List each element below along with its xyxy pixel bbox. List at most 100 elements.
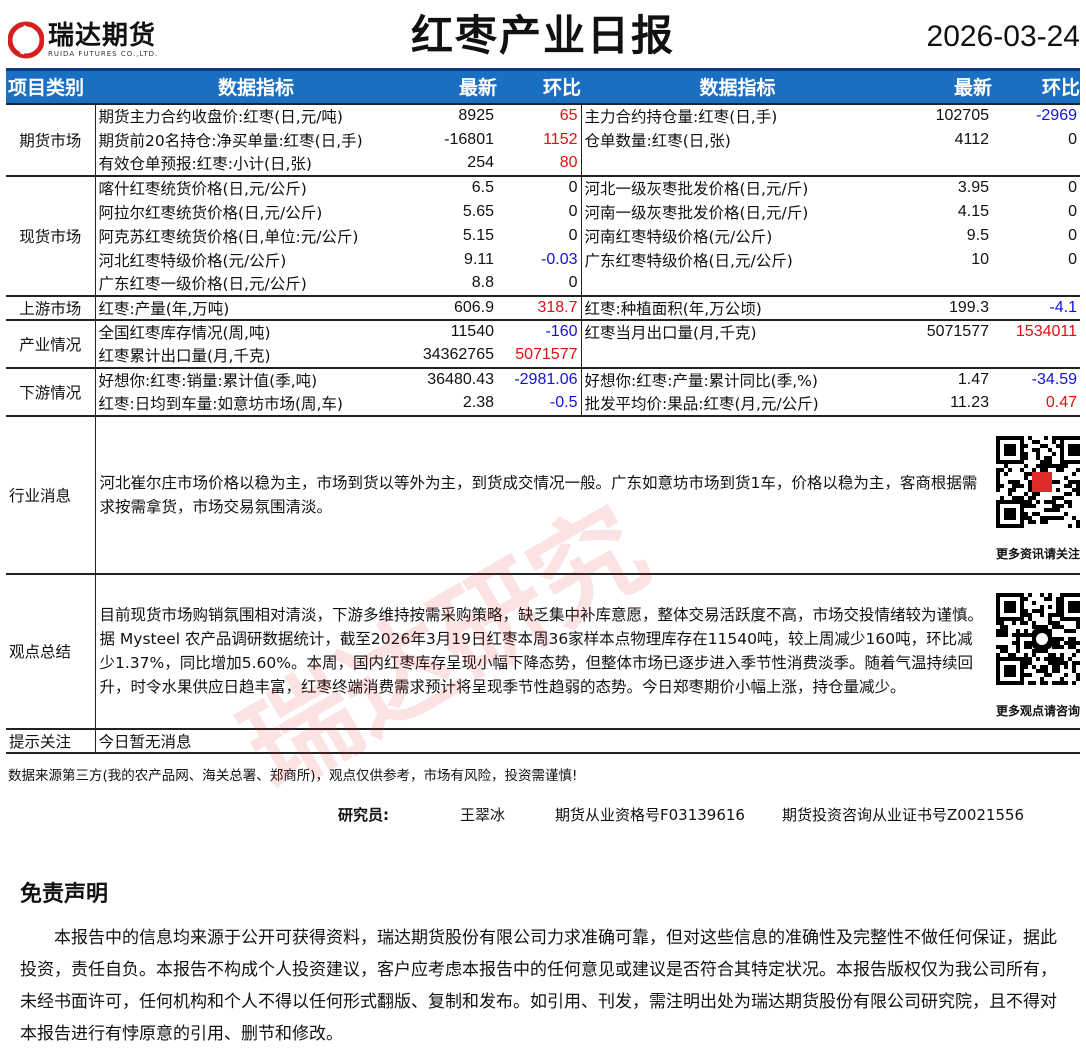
latest-cell: 5.65 — [462, 202, 494, 220]
change-2-cell: -4.1 — [992, 294, 1080, 320]
indicator-2-cell: 主力合约持仓量:红枣(日,手) — [580, 102, 894, 128]
header-category: 项目类别 — [6, 68, 95, 104]
table-row: 产业情况 全国红枣库存情况(周,吨) 11540 -160 红枣当月出口量(月,千克) 5… — [6, 318, 1080, 368]
change-cell: 0 — [497, 174, 581, 200]
change-2-cell: 0 — [1068, 226, 1077, 244]
latest-cell: 36480.43 — [417, 366, 497, 392]
tips-text: 今日暂无消息 — [95, 727, 1080, 754]
table-row: 有效仓单预报:红枣:小计(日,张) 254 80 — [6, 151, 1080, 176]
latest-2-cell: 5071577 — [894, 318, 992, 344]
change-2-cell: 0.47 — [1045, 394, 1077, 411]
change-cell: 318.7 — [497, 294, 581, 320]
header-change: 环比 — [497, 68, 581, 104]
latest-cell: 11540 — [417, 318, 497, 344]
latest-cell: 9.11 — [464, 250, 494, 268]
data-table: 项目类别 数据指标 最新 环比 数据指标 最新 环比 期货市场 期货主力合约收盘价… — [6, 68, 1080, 754]
indicator-2-cell: 河南红枣特级价格(元/公斤) — [580, 223, 894, 248]
table-row: 红枣:日均到车量:如意坊市场(周,车) 2.38 -0.5 批发平均价:果品:红枣(月… — [6, 391, 1080, 416]
change-2-cell: 0 — [1068, 250, 1077, 268]
table-row: 河北红枣特级价格(元/公斤) 9.11 -0.03 广东红枣特级价格(日,元/公斤) 1… — [6, 247, 1080, 272]
latest-2-cell: 4.15 — [957, 202, 989, 220]
latest-cell: 6.5 — [417, 174, 497, 200]
page-title: 红枣产业日报 — [410, 11, 675, 60]
qr-code-icon — [996, 592, 1080, 685]
change-cell: 65 — [497, 102, 581, 128]
license-futures: 期货从业资格号F03139616 — [555, 806, 745, 824]
change-2-cell: -34.59 — [992, 366, 1080, 392]
latest-cell: 8925 — [417, 102, 497, 128]
change-cell: 0 — [568, 202, 578, 220]
logo-icon — [8, 21, 44, 59]
table-header: 项目类别 数据指标 最新 环比 数据指标 最新 环比 — [6, 68, 1080, 104]
indicator-cell: 好想你:红枣:销量:累计值(季,吨) — [95, 366, 417, 392]
table-row: 上游市场 红枣:产量(年,万吨) 606.9 318.7 红枣:种植面积(年,万公顷) 1… — [6, 294, 1080, 320]
change-2-cell — [992, 272, 1080, 296]
change-cell: 5071577 — [515, 346, 578, 363]
latest-2-cell — [894, 152, 992, 176]
tips-row: 提示关注 今日暂无消息 — [6, 727, 1080, 754]
latest-2-cell: 9.5 — [966, 226, 989, 244]
latest-cell: 254 — [467, 154, 494, 171]
change-cell: 80 — [559, 154, 578, 171]
indicator-2-cell: 河南一级灰枣批发价格(日,元/斤) — [580, 199, 894, 224]
logo-cn: 瑞达期货 — [48, 21, 157, 51]
indicator-2-cell: 红枣:种植面积(年,万公顷) — [580, 294, 894, 320]
table-row: 下游情况 好想你:红枣:销量:累计值(季,吨) 36480.43 -2981.06 好想… — [6, 366, 1080, 416]
indicator-2-cell — [580, 343, 894, 368]
indicator-2-cell: 河北一级灰枣批发价格(日,元/斤) — [580, 174, 894, 200]
latest-2-cell — [894, 344, 992, 368]
change-2-cell: -2969 — [992, 102, 1080, 128]
latest-cell: 8.8 — [471, 274, 494, 291]
table-row: 红枣累计出口量(月,千克) 34362765 5071577 — [6, 343, 1080, 368]
table-row: 期货前20名持仓:净买单量:红枣(日,手) -16801 1152 仓单数量:红枣(日… — [6, 127, 1080, 152]
latest-2-cell: 4112 — [954, 130, 989, 148]
latest-2-cell: 3.95 — [894, 174, 992, 200]
disclaimer-text: 本报告中的信息均来源于公开可获得资料，瑞达期货股份有限公司力求准确可靠，但对这些… — [20, 928, 1057, 1044]
change-2-cell: 0 — [1068, 130, 1077, 148]
category-cell: 下游情况 — [6, 366, 96, 416]
change-cell: 1152 — [543, 130, 578, 148]
header-change-2: 环比 — [992, 68, 1080, 104]
latest-cell: 34362765 — [422, 346, 494, 363]
table-row: 阿克苏红枣统货价格(日,单位:元/公斤) 5.15 0 河南红枣特级价格(元/公斤) 9… — [6, 223, 1080, 248]
indicator-cell: 全国红枣库存情况(周,吨) — [95, 318, 417, 344]
latest-cell: 606.9 — [417, 294, 497, 320]
company-logo: 瑞达期货 RUIDA FUTURES CO.,LTD. — [8, 20, 158, 60]
category-cell: 产业情况 — [6, 318, 96, 368]
indicator-cell: 阿克苏红枣统货价格(日,单位:元/公斤) — [98, 227, 359, 246]
change-2-cell: 0 — [1068, 202, 1077, 220]
views-qr: 更多观点请咨询! — [992, 572, 1080, 729]
change-cell: -2981.06 — [497, 366, 581, 392]
change-cell: -0.5 — [549, 394, 578, 411]
latest-2-cell: 199.3 — [894, 294, 992, 320]
indicator-cell: 红枣:产量(年,万吨) — [95, 294, 417, 320]
views-row: 观点总结 目前现货市场购销氛围相对清淡，下游多维持按需采购策略，缺乏集中补库意愿… — [6, 572, 1080, 729]
latest-cell: -16801 — [444, 130, 494, 148]
indicator-2-cell: 好想你:红枣:产量:累计同比(季,%) — [580, 366, 894, 392]
indicator-cell: 阿拉尔红枣统货价格(日,元/公斤) — [98, 203, 323, 222]
qr-code-icon — [996, 436, 1080, 528]
tips-category: 提示关注 — [6, 727, 96, 754]
category-cell: 上游市场 — [6, 294, 96, 320]
news-row: 行业消息 河北崔尔庄市场价格以稳为主，市场到货以等外为主，到货成交情况一般。广东… — [6, 414, 1080, 574]
indicator-cell: 有效仓单预报:红枣:小计(日,张) — [98, 155, 312, 173]
change-cell: 0 — [568, 226, 578, 244]
header-indicator: 数据指标 — [95, 68, 417, 104]
change-2-cell — [992, 344, 1080, 368]
license-consult: 期货投资咨询从业证书号Z0021556 — [782, 806, 1025, 824]
researcher-label: 研究员: — [338, 806, 389, 824]
table-row: 期货市场 期货主力合约收盘价:红枣(日,元/吨) 8925 65 主力合约持仓量:红枣(… — [6, 102, 1080, 176]
change-cell: 0 — [568, 274, 578, 291]
data-source-note: 数据来源第三方(我的农产品网、海关总署、郑商所)，观点仅供参考，市场有风险，投资… — [8, 768, 578, 784]
change-2-cell: 0 — [992, 174, 1080, 200]
news-qr-caption: 更多资讯请关注! — [996, 547, 1080, 561]
news-text: 河北崔尔庄市场价格以稳为主，市场到货以等外为主，到货成交情况一般。广东如意坊市场… — [95, 414, 992, 574]
indicator-cell: 广东红枣一级价格(日,元/公斤) — [98, 275, 307, 293]
indicator-2-cell — [580, 271, 894, 296]
table-row: 阿拉尔红枣统货价格(日,元/公斤) 5.65 0 河南一级灰枣批发价格(日,元/斤) 4… — [6, 199, 1080, 224]
category-cell: 现货市场 — [6, 174, 96, 296]
change-2-cell — [992, 152, 1080, 176]
header-latest: 最新 — [417, 68, 497, 104]
news-qr: 更多资讯请关注! — [992, 414, 1080, 574]
report-date: 2026-03-24 — [926, 20, 1080, 53]
